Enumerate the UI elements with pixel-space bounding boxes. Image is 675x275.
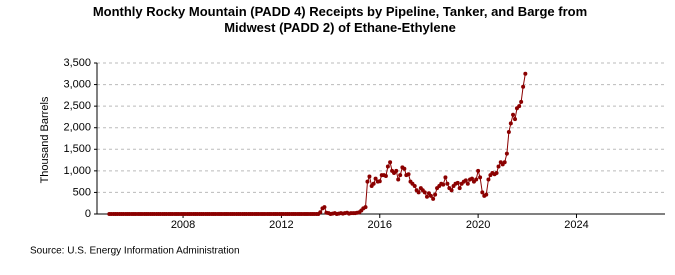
data-point xyxy=(394,168,399,173)
data-point xyxy=(406,172,411,177)
data-point xyxy=(431,196,436,201)
data-point xyxy=(486,177,491,182)
data-point xyxy=(363,205,368,210)
data-point xyxy=(422,190,427,195)
data-point xyxy=(318,210,323,215)
data-point xyxy=(377,179,382,184)
data-point xyxy=(388,160,393,165)
data-point xyxy=(519,99,524,104)
data-point xyxy=(402,166,407,171)
x-tick-label: 2008 xyxy=(171,219,195,231)
data-point xyxy=(412,183,417,188)
data-point xyxy=(469,176,474,181)
y-axis-label: Thousand Barrels xyxy=(39,96,51,183)
y-tick-label: 500 xyxy=(73,186,91,198)
data-point xyxy=(383,174,388,179)
data-point xyxy=(494,171,499,176)
data-point xyxy=(398,173,403,178)
data-point xyxy=(433,192,438,197)
data-point xyxy=(365,179,370,184)
data-point xyxy=(506,130,511,135)
data-point xyxy=(385,164,390,169)
data-point xyxy=(428,193,433,198)
data-point xyxy=(523,71,528,76)
y-tick-label: 1,000 xyxy=(63,165,91,177)
data-point xyxy=(424,194,429,199)
data-point xyxy=(457,186,462,191)
data-point xyxy=(373,176,378,181)
data-point xyxy=(480,190,485,195)
data-point xyxy=(484,192,489,197)
data-point xyxy=(513,117,518,122)
data-line xyxy=(109,73,526,215)
data-point xyxy=(476,168,481,173)
data-point xyxy=(502,160,507,165)
data-point xyxy=(367,174,372,179)
y-tick-label: 3,000 xyxy=(63,78,91,90)
x-tick-label: 2020 xyxy=(466,219,490,231)
data-point xyxy=(416,190,421,195)
data-point xyxy=(517,104,522,109)
data-point xyxy=(443,175,448,180)
data-point xyxy=(396,177,401,182)
data-point xyxy=(455,180,460,185)
chart-title: Monthly Rocky Mountain (PADD 4) Receipts… xyxy=(92,4,588,35)
data-point xyxy=(521,84,526,89)
data-point xyxy=(496,164,501,169)
y-tick-label: 2,000 xyxy=(63,122,91,134)
x-tick-label: 2024 xyxy=(564,219,588,231)
source: Source: U.S. Energy Information Administ… xyxy=(30,246,240,257)
x-tick-label: 2016 xyxy=(368,219,392,231)
data-point xyxy=(465,181,470,186)
y-tick-label: 2,500 xyxy=(63,100,91,112)
data-point xyxy=(508,121,513,126)
data-point xyxy=(511,112,516,117)
data-point xyxy=(478,175,483,180)
data-point xyxy=(504,151,509,156)
y-tick-label: 1,500 xyxy=(63,143,91,155)
data-point xyxy=(449,188,454,193)
y-tick-label: 3,500 xyxy=(63,57,91,69)
x-tick-label: 2012 xyxy=(269,219,293,231)
data-point xyxy=(474,177,479,182)
data-point xyxy=(322,205,327,210)
data-point xyxy=(441,182,446,187)
y-tick-label: 0 xyxy=(85,208,91,220)
data-point xyxy=(463,178,468,183)
data-point xyxy=(445,181,450,186)
data-point xyxy=(371,181,376,186)
